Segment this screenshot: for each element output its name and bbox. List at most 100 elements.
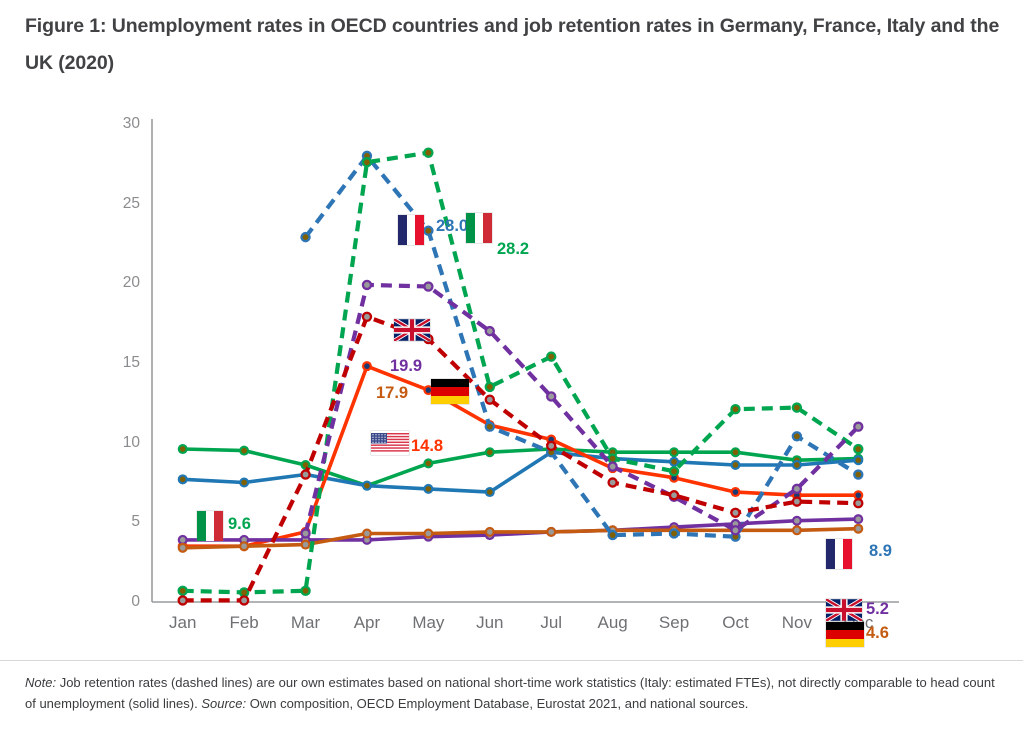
x-tick-label: Oct bbox=[722, 613, 749, 632]
data-point-core bbox=[364, 363, 370, 369]
germany-flag-icon bbox=[431, 379, 469, 404]
x-tick-label: Jan bbox=[168, 613, 197, 632]
x-tick-label: Apr bbox=[353, 613, 381, 632]
data-point-core bbox=[425, 486, 432, 492]
figure-footnote: Note: Job retention rates (dashed lines)… bbox=[25, 672, 1003, 714]
annotation-value: 28.0 bbox=[436, 217, 469, 235]
data-point-core bbox=[793, 498, 800, 505]
data-point-core bbox=[179, 597, 186, 604]
y-tick-label: 10 bbox=[122, 433, 140, 451]
data-point-core bbox=[364, 537, 370, 543]
chart-canvas: 0 5 10 15 20 25 30 Jan Feb Mar Apr May Jun Jul Aug Sep… bbox=[0, 95, 1023, 655]
data-point-core bbox=[486, 328, 493, 335]
data-point-core bbox=[486, 384, 493, 390]
data-point-core bbox=[302, 541, 309, 548]
france-flag-icon bbox=[826, 539, 852, 569]
uk-flag-icon bbox=[826, 599, 862, 621]
data-point-core bbox=[855, 492, 862, 499]
france-flag-icon bbox=[398, 215, 424, 245]
series-line bbox=[303, 282, 860, 535]
data-point-core bbox=[855, 446, 862, 452]
data-point-core bbox=[794, 517, 800, 524]
x-tick-label: May bbox=[412, 613, 445, 632]
data-point-core bbox=[486, 489, 493, 495]
data-point-core bbox=[855, 525, 862, 532]
data-point-core bbox=[486, 423, 493, 430]
data-series bbox=[177, 147, 864, 606]
data-point-core bbox=[241, 447, 247, 454]
note-label: Note: bbox=[25, 675, 57, 690]
y-tick-label: 5 bbox=[131, 513, 140, 531]
x-tick-label: Sep bbox=[658, 613, 690, 632]
data-point-core bbox=[425, 387, 432, 393]
annotation-value: 28.2 bbox=[497, 240, 530, 258]
data-point-core bbox=[548, 393, 555, 400]
data-point-core bbox=[364, 159, 370, 166]
data-point-core bbox=[179, 545, 186, 551]
data-point-core bbox=[425, 227, 432, 234]
series-line bbox=[180, 447, 861, 488]
annotation-value: 19.9 bbox=[390, 357, 423, 375]
annotation-value: 8.9 bbox=[869, 542, 892, 560]
note-text: Job retention rates (dashed lines) are o… bbox=[25, 675, 995, 711]
source-text: Own composition, OECD Employment Databas… bbox=[246, 696, 749, 711]
data-point-core bbox=[609, 532, 616, 538]
annotation-value: 14.8 bbox=[411, 437, 444, 455]
germany-flag-icon bbox=[826, 622, 864, 647]
series-italy-unemployment bbox=[177, 444, 864, 491]
data-point-core bbox=[302, 471, 309, 478]
data-point-core bbox=[793, 485, 800, 492]
data-point-core bbox=[425, 149, 432, 156]
data-point-core bbox=[732, 509, 739, 516]
x-tick-label: Mar bbox=[290, 613, 321, 632]
data-point-core bbox=[548, 442, 555, 449]
figure-title: Figure 1: Unemployment rates in OECD cou… bbox=[25, 15, 1000, 74]
data-point-core bbox=[855, 423, 862, 430]
data-point-core bbox=[671, 458, 677, 465]
data-point-core bbox=[425, 530, 432, 537]
data-point-core bbox=[548, 529, 555, 535]
data-point-core bbox=[671, 468, 677, 475]
data-point-core bbox=[241, 543, 247, 550]
data-point-core bbox=[548, 353, 555, 360]
series-line bbox=[303, 153, 860, 539]
annotation-value: 17.9 bbox=[376, 384, 409, 402]
data-point-core bbox=[732, 489, 739, 495]
series-line bbox=[182, 314, 859, 603]
annotation-value: 5.2 bbox=[866, 600, 889, 618]
x-tick-label: Nov bbox=[781, 613, 812, 632]
y-tick-label: 20 bbox=[122, 274, 140, 292]
data-point-core bbox=[794, 527, 800, 534]
data-point-core bbox=[671, 449, 677, 456]
data-point-core bbox=[364, 530, 370, 537]
series-france-job-retention bbox=[300, 150, 864, 542]
y-tick-label: 30 bbox=[122, 115, 140, 132]
annotation-value: 4.6 bbox=[866, 624, 889, 642]
data-point-core bbox=[241, 589, 248, 596]
x-tick-label: Feb bbox=[229, 613, 259, 632]
axes bbox=[151, 119, 899, 603]
uk-flag-icon bbox=[394, 319, 430, 341]
x-tick-label: Jun bbox=[476, 613, 504, 632]
data-point-core bbox=[793, 404, 800, 411]
data-point-core bbox=[855, 471, 862, 478]
italy-flag-icon bbox=[197, 511, 223, 541]
data-point-core bbox=[364, 482, 370, 489]
data-point-core bbox=[302, 587, 309, 594]
footnote-divider bbox=[0, 660, 1023, 661]
data-point-core bbox=[302, 462, 309, 468]
series-line bbox=[180, 364, 861, 548]
data-point-core bbox=[732, 527, 739, 534]
data-point-core bbox=[179, 587, 186, 594]
series-line bbox=[180, 450, 861, 494]
data-point-core bbox=[302, 234, 309, 241]
data-point-core bbox=[486, 529, 493, 535]
annotation-value: 9.6 bbox=[228, 515, 251, 533]
series-italy-job-retention bbox=[177, 147, 864, 598]
data-point-core bbox=[241, 537, 247, 543]
data-point-core bbox=[794, 462, 800, 468]
data-point-core bbox=[855, 500, 862, 507]
data-point-core bbox=[609, 455, 616, 462]
data-point-core bbox=[609, 479, 616, 486]
